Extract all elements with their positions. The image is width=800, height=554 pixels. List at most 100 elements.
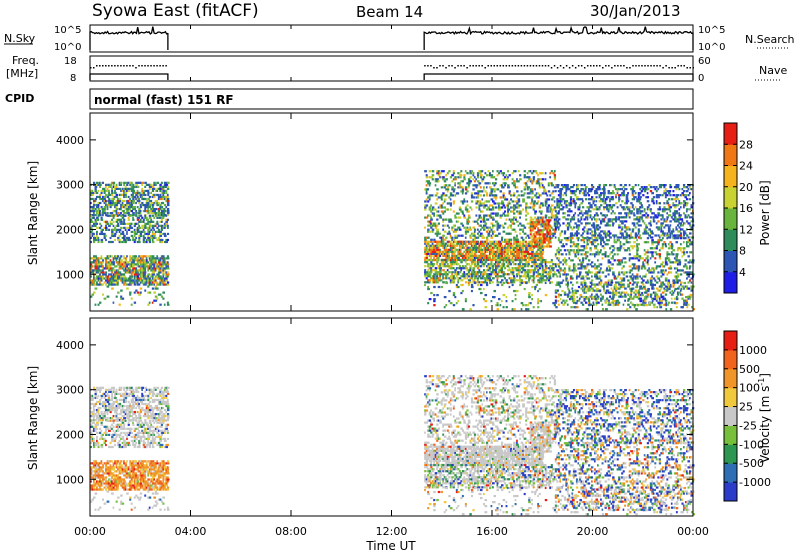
power-cell bbox=[615, 220, 617, 223]
power-cell bbox=[126, 212, 129, 215]
power-cell bbox=[553, 230, 557, 233]
power-cell bbox=[160, 224, 164, 227]
power-cell bbox=[162, 269, 165, 272]
nsky-series bbox=[89, 26, 169, 50]
power-cell bbox=[563, 269, 567, 272]
power-cell bbox=[637, 216, 641, 219]
power-cell bbox=[148, 205, 152, 209]
nave-point bbox=[466, 67, 468, 69]
power-cell bbox=[559, 202, 562, 205]
power-cell bbox=[516, 244, 519, 247]
power-cell bbox=[601, 188, 604, 191]
power-cell bbox=[440, 279, 443, 282]
power-cell bbox=[466, 275, 469, 278]
power-cell bbox=[436, 214, 439, 217]
power-cell bbox=[442, 176, 445, 179]
power-cell bbox=[437, 244, 440, 247]
power-cell bbox=[581, 206, 585, 209]
power-cell bbox=[529, 236, 532, 239]
power-cell bbox=[466, 210, 469, 213]
power-cell bbox=[537, 254, 540, 257]
power-cell bbox=[563, 267, 566, 270]
power-cell bbox=[132, 205, 135, 209]
power-cell bbox=[142, 230, 146, 234]
power-cell bbox=[135, 183, 138, 186]
power-cell bbox=[445, 277, 448, 280]
power-cell bbox=[566, 239, 570, 242]
power-cell bbox=[165, 267, 168, 270]
power-cell bbox=[501, 184, 504, 187]
power-cell bbox=[484, 190, 487, 193]
power-cell bbox=[153, 187, 156, 191]
power-cell bbox=[685, 210, 688, 213]
power-cell bbox=[586, 212, 589, 215]
power-cell bbox=[153, 279, 156, 282]
power-cell bbox=[667, 206, 671, 209]
power-cell bbox=[97, 212, 100, 215]
power-cell bbox=[525, 261, 528, 264]
power-cell bbox=[105, 222, 108, 225]
power-cell bbox=[111, 269, 114, 272]
power-cell bbox=[517, 246, 521, 249]
power-cell bbox=[578, 220, 581, 223]
power-cell bbox=[475, 244, 478, 247]
power-cell bbox=[523, 263, 527, 266]
power-cell bbox=[120, 205, 123, 209]
power-cell bbox=[498, 256, 501, 259]
power-cell bbox=[433, 250, 436, 253]
power-cell bbox=[157, 224, 161, 227]
power-cell bbox=[428, 208, 432, 211]
power-cell bbox=[572, 190, 575, 193]
power-cell bbox=[547, 184, 550, 187]
power-cell bbox=[534, 265, 537, 268]
power-cell bbox=[108, 191, 111, 195]
power-cell bbox=[625, 226, 628, 229]
power-cell bbox=[549, 237, 552, 240]
power-cell bbox=[666, 212, 669, 215]
power-cell bbox=[439, 267, 442, 270]
power-cell bbox=[619, 216, 622, 219]
power-cell bbox=[455, 242, 458, 245]
power-cell bbox=[523, 259, 527, 262]
power-cell bbox=[621, 220, 624, 223]
power-cell bbox=[431, 275, 435, 278]
power-cell bbox=[118, 273, 122, 276]
power-cell bbox=[436, 244, 439, 247]
power-cell bbox=[428, 273, 432, 276]
power-cell bbox=[556, 275, 559, 278]
power-cell bbox=[627, 208, 629, 211]
power-cell bbox=[678, 230, 681, 233]
power-cell bbox=[672, 190, 675, 193]
power-cell bbox=[160, 191, 164, 195]
power-cell bbox=[528, 263, 530, 266]
power-cell bbox=[430, 210, 433, 213]
power-cell bbox=[664, 202, 667, 205]
power-cell bbox=[117, 281, 119, 284]
power-cell bbox=[166, 203, 170, 207]
power-cell bbox=[451, 252, 454, 255]
power-cell bbox=[121, 203, 125, 207]
power-cell bbox=[93, 199, 95, 203]
power-cell bbox=[508, 267, 511, 270]
power-cell bbox=[673, 186, 677, 189]
power-cell bbox=[425, 244, 429, 247]
power-cell bbox=[108, 267, 111, 270]
power-cell bbox=[528, 226, 531, 229]
power-cell bbox=[562, 263, 565, 266]
nave-point bbox=[460, 65, 462, 67]
power-cell bbox=[560, 301, 563, 304]
power-cell bbox=[472, 188, 475, 191]
power-cell bbox=[624, 202, 626, 205]
power-cell bbox=[482, 273, 486, 276]
power-cell bbox=[156, 281, 159, 284]
nave-point bbox=[692, 67, 694, 69]
power-cell bbox=[142, 238, 145, 242]
power-cell bbox=[517, 252, 521, 255]
power-cell bbox=[624, 230, 627, 233]
power-cell bbox=[90, 269, 92, 272]
power-cell bbox=[537, 231, 540, 234]
power-cell bbox=[496, 263, 499, 266]
power-cell bbox=[153, 299, 156, 302]
power-cell bbox=[442, 234, 445, 237]
power-cell bbox=[135, 191, 138, 195]
